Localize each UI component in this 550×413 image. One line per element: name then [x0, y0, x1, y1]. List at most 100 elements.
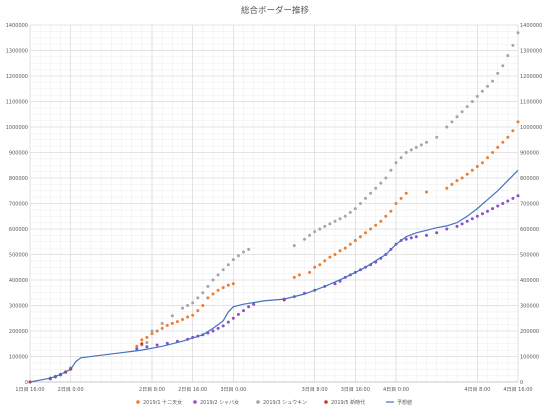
data-point: [409, 236, 413, 240]
y-tick-label: 1100000: [6, 100, 28, 106]
data-point: [486, 84, 489, 88]
y-tick-label-right: 800000: [520, 176, 539, 182]
data-point: [475, 94, 479, 98]
data-point: [491, 207, 495, 211]
data-point: [450, 120, 454, 124]
data-point: [491, 151, 495, 154]
legend-marker: [193, 400, 197, 404]
data-point: [216, 326, 220, 330]
data-point: [511, 129, 515, 133]
data-point: [252, 302, 256, 306]
data-point: [455, 115, 459, 119]
y-tick-label: 100000: [9, 355, 28, 361]
y-tick-label-right: 300000: [520, 304, 539, 310]
data-point: [374, 223, 378, 227]
data-point: [181, 318, 184, 321]
data-point: [364, 231, 367, 235]
data-point: [486, 209, 489, 213]
data-point: [201, 304, 205, 307]
x-tick-label: 2日目 16:00: [178, 387, 207, 393]
series-line: [29, 169, 519, 383]
data-point: [501, 202, 505, 205]
y-tick-label-right: 1000000: [520, 125, 542, 131]
data-point: [460, 222, 464, 226]
y-tick-label: 1300000: [6, 49, 28, 55]
data-point: [297, 273, 301, 277]
data-point: [135, 347, 139, 351]
y-tick-label: 800000: [9, 176, 28, 182]
data-point: [318, 227, 322, 231]
legend-label: 2019/2 シャバ女: [200, 399, 239, 406]
data-point: [308, 233, 312, 237]
data-point: [186, 304, 190, 307]
data-point: [221, 268, 225, 272]
data-point: [165, 323, 169, 327]
data-point: [465, 105, 469, 109]
legend-label: 2019/1 十二天女: [143, 399, 182, 406]
data-point: [404, 151, 408, 154]
data-point: [399, 196, 403, 200]
data-point: [242, 250, 245, 254]
y-tick-label: 400000: [9, 278, 28, 284]
y-tick-label: 1200000: [6, 74, 28, 80]
x-tick-label: 3日目 8:00: [302, 387, 328, 393]
data-point: [140, 342, 144, 346]
y-tick-label-right: 200000: [520, 329, 539, 335]
data-point: [226, 283, 230, 287]
data-point: [292, 244, 296, 248]
data-point: [455, 224, 459, 228]
data-point: [343, 214, 347, 218]
data-point: [303, 237, 306, 241]
data-point: [470, 100, 474, 103]
x-tick-label: 4日目 16:00: [503, 387, 532, 393]
data-point: [323, 259, 327, 263]
data-point: [216, 288, 220, 292]
data-point: [206, 284, 210, 288]
y-tick-label: 700000: [9, 202, 28, 208]
data-point: [236, 312, 240, 316]
data-point: [170, 314, 174, 318]
y-tick-label: 0: [25, 380, 28, 386]
data-point: [348, 210, 352, 214]
data-point: [328, 222, 332, 226]
data-point: [455, 179, 459, 183]
data-point: [358, 235, 362, 239]
data-point: [236, 254, 240, 258]
data-point: [384, 176, 388, 180]
data-point: [399, 156, 403, 160]
data-point: [465, 219, 469, 223]
data-point: [419, 143, 423, 147]
data-point: [506, 135, 510, 139]
data-point: [221, 324, 225, 328]
data-point: [211, 329, 215, 333]
data-point: [191, 301, 195, 305]
data-point: [155, 343, 159, 347]
data-point: [379, 219, 383, 223]
data-point: [374, 186, 378, 190]
data-point: [186, 315, 190, 319]
data-point: [247, 247, 251, 251]
y-tick-label-right: 1300000: [520, 49, 542, 55]
data-point: [445, 186, 449, 190]
data-point: [475, 165, 479, 168]
data-point: [135, 344, 139, 348]
data-point: [145, 335, 149, 339]
series: [29, 169, 519, 383]
data-point: [231, 316, 235, 320]
chart-title: 総合ボーダー推移: [240, 6, 309, 16]
data-point: [369, 227, 373, 231]
data-point: [379, 181, 383, 185]
data-point: [333, 282, 337, 286]
y-tick-label-right: 1200000: [520, 74, 542, 80]
data-point: [333, 219, 337, 223]
data-point: [414, 235, 418, 239]
data-point: [389, 209, 393, 213]
data-point: [414, 145, 418, 149]
data-point: [480, 89, 484, 93]
data-point: [196, 296, 200, 300]
data-point: [318, 263, 322, 267]
data-point: [511, 43, 515, 47]
data-point: [313, 265, 317, 269]
data-point: [435, 135, 439, 139]
